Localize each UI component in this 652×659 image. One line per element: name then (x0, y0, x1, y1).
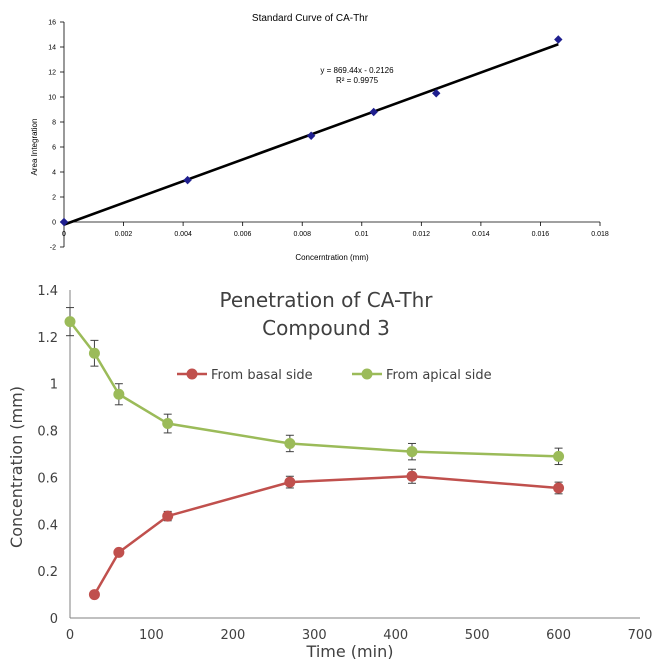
chart2-basal-point (113, 546, 125, 558)
chart1-data-point (432, 89, 441, 98)
chart2-basal-line (93, 475, 559, 596)
chart1-x-tick-label: 0.012 (413, 231, 431, 238)
chart1-axes (60, 21, 601, 248)
chart2-legend-basal-label: From basal side (211, 368, 313, 383)
chart2-x-tick-label: 700 (628, 628, 652, 643)
chart1-r2-label: R² = 0.9975 (336, 76, 379, 85)
chart2-apical-point (284, 437, 296, 449)
chart2-x-tick-label: 600 (546, 628, 571, 643)
chart1-y-tick-label: 8 (52, 120, 56, 127)
chart1-y-tick-label: 4 (52, 170, 56, 177)
chart1-y-tick-label: -2 (50, 245, 56, 252)
chart2-legend-apical-label: From apical side (386, 368, 492, 383)
chart1-y-tick-label: 16 (48, 20, 56, 27)
chart1-y-tick-label: 10 (48, 95, 56, 102)
chart2-x-tick-label: 100 (139, 628, 164, 643)
chart2-y-tick-label: 1 (50, 378, 58, 393)
standard-curve-chart: Standard Curve of CA-Thr 0 0.002 0.004 0.00… (30, 13, 609, 262)
chart1-data-point (554, 35, 563, 44)
chart2-axes (69, 290, 640, 619)
chart2-y-tick-label: 0.8 (37, 425, 58, 440)
chart2-x-tick-label: 200 (220, 628, 245, 643)
chart2-subtitle: Compound 3 (262, 316, 390, 340)
chart2-legend: From basal side From apical side (177, 368, 492, 383)
penetration-chart: Penetration of CA-Thr Compound 3 0 100 200… (7, 284, 652, 659)
chart2-x-tick-label: 0 (66, 628, 74, 643)
chart1-data-point (306, 131, 316, 140)
chart2-basal-point (162, 510, 174, 522)
chart1-equation-label: y = 869.44x - 0.2126 (320, 66, 394, 75)
chart2-y-tick-label: 0 (50, 612, 58, 627)
chart2-x-tick-label: 400 (383, 628, 408, 643)
chart2-basal-point (553, 482, 565, 494)
chart2-apical-point (553, 450, 565, 462)
chart1-data-points (59, 35, 563, 227)
chart1-x-tick-label: 0.004 (174, 231, 192, 238)
chart1-x-tick-label: 0.002 (115, 231, 133, 238)
chart1-data-point (183, 175, 192, 185)
chart2-legend-apical-marker (361, 368, 373, 380)
chart2-x-tick-label: 300 (302, 628, 327, 643)
chart1-y-tick-label: 12 (48, 70, 56, 77)
chart1-x-tick-label: 0.018 (591, 231, 609, 238)
chart2-y-tick-label: 0.6 (37, 471, 58, 486)
chart2-apical-point (162, 418, 174, 430)
chart1-title: Standard Curve of CA-Thr (252, 13, 369, 24)
chart1-y-axis-label: Area Integration (30, 119, 39, 176)
chart1-x-tick-label: 0.008 (293, 231, 311, 238)
chart1-tick-labels: 0 0.002 0.004 0.006 0.008 0.01 0.012 0.014 0.016… (48, 20, 609, 252)
chart2-y-axis-label: Concentration (mm) (7, 386, 26, 548)
chart2-apical-point (113, 388, 125, 400)
chart2-x-axis-label: Time (min) (306, 642, 394, 659)
chart1-x-tick-label: 0.006 (234, 231, 252, 238)
chart2-basal-point (88, 589, 100, 601)
chart1-y-tick-label: 2 (52, 195, 56, 202)
chart2-apical-point (64, 316, 76, 328)
chart2-tick-labels: 0 100 200 300 400 500 600 700 0 0.2 0.4 0.6 0.8 1 1.2 1… (37, 284, 652, 643)
chart1-y-tick-label: 0 (52, 220, 56, 227)
chart1-x-tick-label: 0.014 (472, 231, 490, 238)
chart2-y-tick-label: 1.4 (37, 284, 58, 299)
chart2-series (64, 307, 565, 601)
chart1-data-point (369, 107, 378, 117)
chart1-x-axis-label: Concerntration (mm) (295, 253, 369, 262)
chart2-apical-point (88, 347, 100, 359)
chart1-x-tick-label: 0 (62, 231, 66, 238)
chart2-basal-point (406, 470, 418, 482)
chart2-basal-point (284, 476, 296, 488)
chart2-y-tick-label: 1.2 (37, 331, 58, 346)
chart2-apical-point (406, 446, 418, 458)
chart2-x-tick-label: 500 (465, 628, 490, 643)
chart2-legend-basal-marker (186, 368, 198, 380)
chart1-x-tick-label: 0.016 (532, 231, 550, 238)
chart2-y-tick-label: 0.2 (37, 565, 58, 580)
chart2-title: Penetration of CA-Thr (220, 288, 434, 312)
chart1-data-point (59, 217, 69, 227)
chart1-y-tick-label: 14 (48, 45, 56, 52)
chart1-x-tick-label: 0.01 (355, 231, 369, 238)
chart1-y-tick-label: 6 (52, 145, 56, 152)
chart2-y-tick-label: 0.4 (37, 518, 58, 533)
chart2-apical-line (69, 320, 559, 458)
